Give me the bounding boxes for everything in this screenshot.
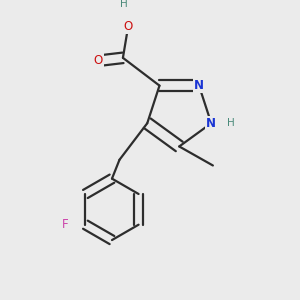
Text: N: N [206,117,216,130]
Text: O: O [124,20,133,33]
Text: H: H [120,0,128,9]
Text: F: F [61,218,68,231]
Text: O: O [93,54,103,67]
Text: H: H [227,118,235,128]
Text: N: N [194,79,204,92]
